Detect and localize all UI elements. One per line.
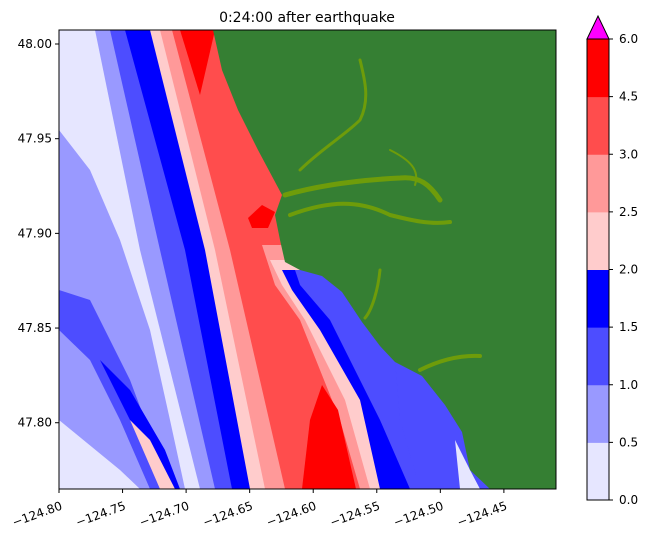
y-axis: 47.80 47.85 47.90 47.95 48.00 <box>18 37 59 430</box>
x-tick-label: −124.50 <box>392 499 446 530</box>
band-4.5-6-north <box>180 30 215 95</box>
colorbar-tick-label: 1.5 <box>619 320 638 334</box>
y-tick-label: 47.80 <box>18 416 52 430</box>
colorbar-tick-label: 3.0 <box>619 147 638 161</box>
y-tick-label: 47.90 <box>18 226 52 240</box>
colorbar-segment <box>587 39 609 98</box>
colorbar-tick-label: 1.0 <box>619 378 638 392</box>
rivers <box>282 58 482 372</box>
colorbar-tick-label: 0.5 <box>619 435 638 449</box>
band-4.5-6-bay <box>248 205 275 228</box>
band-2-2.5-west <box>130 420 175 489</box>
x-tick-label: −124.75 <box>74 499 128 530</box>
band-1-1.5-south <box>395 360 470 489</box>
band-1.5-2-west <box>100 360 180 489</box>
colorbar-segment <box>587 269 609 328</box>
colorbar-segment <box>587 211 609 270</box>
x-tick-label: −124.70 <box>137 499 191 530</box>
colorbar-tick-label: 2.0 <box>619 263 638 277</box>
colorbar-tick-label: 0.0 <box>619 493 638 507</box>
colorbar-tick-label: 6.0 <box>619 32 638 46</box>
colorbar-segment <box>587 96 609 155</box>
axes-frame <box>58 29 557 490</box>
colorbar-segment <box>587 327 609 386</box>
colorbar: 0.0 0.5 1.0 1.5 2.0 2.5 3.0 4.5 6.0 <box>586 14 638 507</box>
chart-title: 0:24:00 after earthquake <box>219 10 395 26</box>
map-plot-area <box>59 30 556 489</box>
colorbar-segment <box>587 442 609 501</box>
band-0-0.5-southwest <box>59 420 140 489</box>
y-tick-label: 48.00 <box>18 37 52 51</box>
colorbar-segment <box>587 154 609 213</box>
x-axis: −124.80 −124.75 −124.70 −124.65 −124.60 −124.… <box>10 489 509 530</box>
x-tick-label: −124.45 <box>455 499 509 530</box>
colorbar-tick-label: 2.5 <box>619 205 638 219</box>
band-0-0.5-coast <box>455 440 480 489</box>
x-tick-label: −124.55 <box>328 499 382 530</box>
band-4.5-6-south <box>302 385 356 489</box>
x-tick-label: −124.80 <box>10 499 64 530</box>
x-tick-label: −124.65 <box>201 499 255 530</box>
y-tick-label: 47.85 <box>18 321 52 335</box>
colorbar-tick-label: 4.5 <box>619 90 638 104</box>
band-0.5-1-west <box>59 130 185 489</box>
colorbar-segment <box>587 384 609 443</box>
x-tick-label: −124.60 <box>265 499 319 530</box>
land <box>213 30 556 489</box>
y-tick-label: 47.95 <box>18 132 52 146</box>
colorbar-extend-arrow <box>586 14 610 40</box>
